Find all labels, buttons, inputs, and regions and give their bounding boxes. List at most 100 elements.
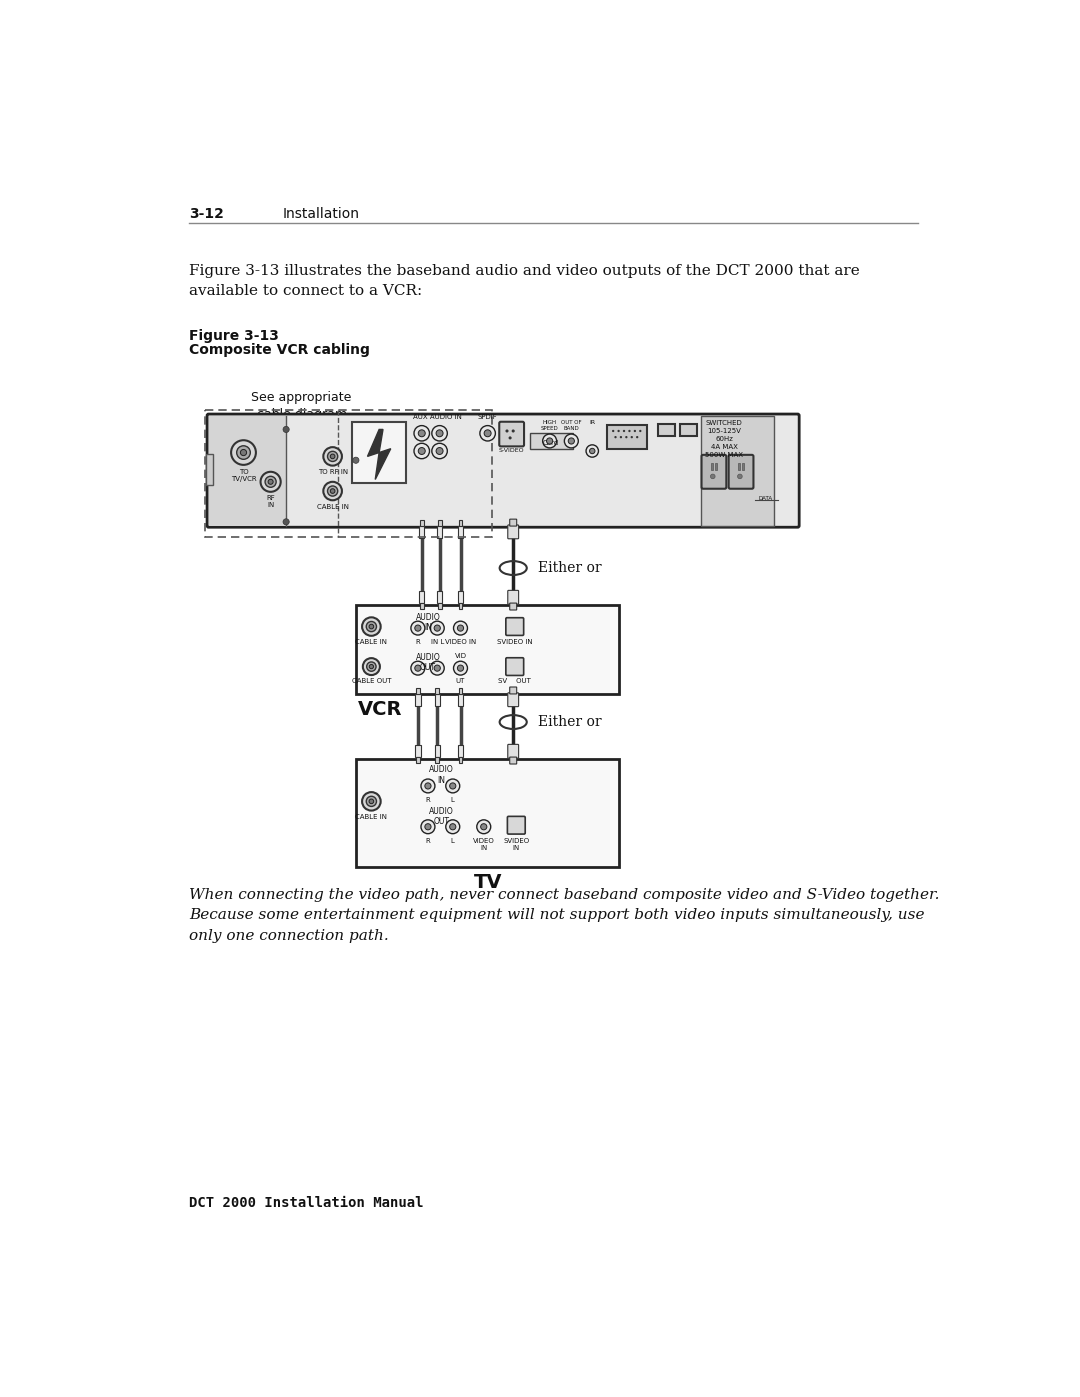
Bar (420, 520, 423, 525)
Circle shape (353, 457, 359, 464)
Circle shape (636, 436, 638, 439)
Bar (711, 462, 713, 471)
FancyBboxPatch shape (508, 816, 525, 834)
Circle shape (369, 799, 374, 803)
Bar (738, 462, 740, 471)
Circle shape (436, 447, 443, 454)
FancyBboxPatch shape (508, 525, 518, 539)
Text: CABLE IN: CABLE IN (355, 814, 388, 820)
Bar (459, 520, 462, 525)
FancyBboxPatch shape (607, 425, 647, 450)
Circle shape (542, 434, 556, 448)
Text: Composite VCR cabling: Composite VCR cabling (189, 344, 370, 358)
Circle shape (330, 454, 335, 458)
Text: Figure 3-13: Figure 3-13 (189, 330, 279, 344)
Bar (415, 693, 420, 705)
Circle shape (283, 426, 289, 433)
Text: AUDIO
IN: AUDIO IN (416, 613, 441, 631)
Bar (356, 605, 619, 693)
Circle shape (323, 447, 342, 465)
Circle shape (327, 451, 338, 461)
Circle shape (738, 474, 742, 479)
Text: IR: IR (590, 420, 595, 425)
Circle shape (446, 780, 460, 793)
Text: R: R (416, 638, 420, 645)
Circle shape (631, 436, 633, 439)
Circle shape (568, 437, 575, 444)
Text: R: R (426, 796, 430, 803)
Circle shape (590, 448, 595, 454)
Text: SVIDEO IN: SVIDEO IN (497, 638, 532, 645)
FancyBboxPatch shape (510, 757, 516, 764)
Circle shape (505, 429, 509, 433)
Circle shape (620, 436, 622, 439)
Bar (416, 689, 420, 693)
Circle shape (260, 472, 281, 492)
Text: SPDIF: SPDIF (477, 414, 498, 420)
Circle shape (421, 780, 435, 793)
Circle shape (434, 665, 441, 671)
FancyBboxPatch shape (510, 687, 516, 694)
FancyBboxPatch shape (508, 693, 518, 707)
Circle shape (546, 437, 553, 444)
Circle shape (484, 430, 491, 437)
Circle shape (323, 482, 342, 500)
Text: Either or: Either or (538, 715, 602, 729)
Text: AUDIO
OUT: AUDIO OUT (416, 652, 441, 672)
Text: L: L (450, 838, 455, 844)
Text: UT: UT (456, 678, 465, 685)
Circle shape (410, 661, 424, 675)
Circle shape (618, 430, 620, 432)
Text: S-VIDEO: S-VIDEO (499, 448, 525, 453)
Circle shape (415, 624, 421, 631)
Text: TV: TV (473, 873, 502, 891)
Circle shape (418, 447, 426, 454)
FancyBboxPatch shape (729, 455, 754, 489)
Text: VIDEO IN: VIDEO IN (445, 638, 476, 645)
Bar (742, 462, 744, 471)
Text: Card: Card (543, 440, 559, 446)
Bar (679, 425, 697, 436)
Circle shape (458, 665, 463, 671)
Text: CABLE IN: CABLE IN (355, 638, 388, 645)
Bar (458, 745, 463, 757)
FancyBboxPatch shape (510, 520, 516, 527)
FancyBboxPatch shape (508, 591, 518, 605)
Circle shape (410, 622, 424, 636)
Text: SVIDEO
IN: SVIDEO IN (503, 838, 529, 851)
Circle shape (327, 486, 338, 496)
Circle shape (369, 665, 374, 669)
Circle shape (414, 443, 430, 458)
Circle shape (458, 624, 463, 631)
Circle shape (430, 622, 444, 636)
FancyBboxPatch shape (702, 455, 727, 489)
Circle shape (625, 436, 627, 439)
Text: VIDEO
IN: VIDEO IN (473, 838, 495, 851)
Bar (419, 525, 424, 538)
Circle shape (421, 820, 435, 834)
Circle shape (481, 824, 487, 830)
Text: VCR: VCR (359, 700, 403, 718)
Bar (416, 757, 420, 763)
Circle shape (366, 622, 377, 631)
Circle shape (480, 426, 496, 441)
Circle shape (432, 426, 447, 441)
Circle shape (283, 518, 289, 525)
Circle shape (366, 796, 377, 806)
Circle shape (414, 426, 430, 441)
Circle shape (509, 436, 512, 440)
Text: 3-12: 3-12 (189, 207, 225, 221)
Text: RF
IN: RF IN (267, 495, 275, 509)
Circle shape (565, 434, 578, 448)
Circle shape (430, 661, 444, 675)
Circle shape (330, 489, 335, 493)
Bar (458, 525, 463, 538)
Text: Either or: Either or (538, 562, 602, 576)
Bar (434, 745, 440, 757)
Circle shape (512, 429, 515, 433)
Text: L: L (450, 796, 455, 803)
Bar (206, 454, 213, 485)
FancyBboxPatch shape (505, 617, 524, 636)
Circle shape (434, 624, 441, 631)
Circle shape (237, 446, 251, 460)
